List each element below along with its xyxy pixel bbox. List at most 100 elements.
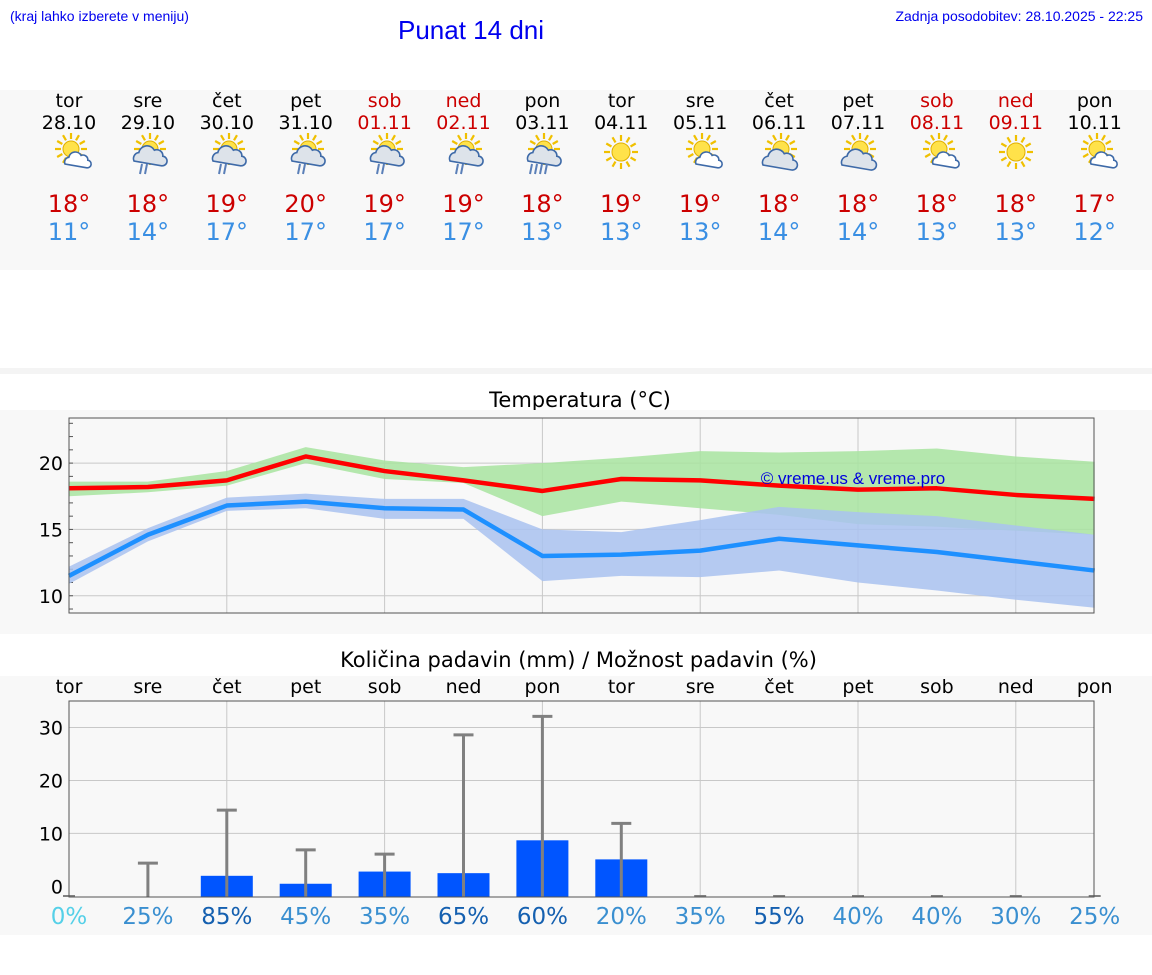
forecast-band: tor 28.10 18° 11° sre 29.10 18° 14° čet 30.10 19° 1…	[0, 90, 1152, 270]
day-date: 28.10	[41, 112, 97, 134]
precip-day-label: pon	[524, 676, 561, 698]
sun-rain-icon	[448, 133, 484, 175]
plot-border	[68, 700, 1095, 898]
temp-low: 17°	[205, 218, 249, 246]
precip-day-label: tor	[55, 676, 83, 698]
temp-chart-title: Temperatura (°C)	[489, 388, 671, 412]
sun-rain-icon	[132, 133, 168, 175]
precip-day-label: sre	[133, 676, 163, 698]
day-date: 06.11	[751, 112, 807, 134]
day-name: pon	[524, 90, 561, 112]
day-date: 29.10	[120, 112, 176, 134]
day-date: 05.11	[672, 112, 728, 134]
divider	[0, 368, 1152, 374]
day-name: sob	[920, 90, 954, 112]
temp-high: 17°	[1073, 190, 1116, 218]
sun-cloud-icon	[55, 133, 92, 169]
page-title: Punat 14 dni	[398, 15, 545, 45]
precip-chance: 35%	[359, 904, 411, 930]
temp-low: 11°	[47, 218, 91, 246]
min-temp-line	[67, 499, 1095, 578]
y-tick-label: 10	[39, 586, 63, 608]
sun-heavy-rain-icon	[527, 133, 563, 175]
day-name: ned	[997, 90, 1034, 112]
day-date: 10.11	[1067, 112, 1122, 134]
temp-low: 12°	[1073, 218, 1116, 246]
temp-high: 18°	[47, 190, 91, 218]
day-name: sre	[685, 90, 715, 112]
temp-high: 19°	[678, 190, 722, 218]
temp-low: 14°	[126, 218, 170, 246]
temp-low: 14°	[757, 218, 801, 246]
sun-icon	[998, 135, 1033, 169]
precip-chance: 30%	[990, 904, 1042, 930]
day-date: 08.11	[909, 112, 965, 134]
max-temp-line	[68, 454, 1095, 502]
location-hint: (kraj lahko izberete v meniju)	[10, 8, 189, 24]
y-tick-label: 30	[39, 717, 63, 739]
day-date: 07.11	[830, 112, 886, 134]
day-name: čet	[764, 90, 794, 112]
plot-area	[69, 701, 1094, 897]
precip-chance: 85%	[201, 904, 253, 930]
precip-day-label: sob	[920, 676, 954, 698]
y-tick-label: 20	[39, 453, 63, 475]
temp-high: 18°	[915, 190, 959, 218]
temp-low: 13°	[915, 218, 959, 246]
day-name: sob	[367, 90, 402, 112]
precip-chance: 35%	[674, 904, 726, 930]
day-name: čet	[212, 90, 242, 112]
sun-cloud-icon	[1080, 133, 1118, 169]
y-tick-label: 20	[39, 770, 63, 792]
watermark: © vreme.us & vreme.pro	[761, 469, 945, 488]
temp-high: 19°	[363, 190, 406, 218]
precip-day-label: pon	[1076, 676, 1113, 698]
precip-day-label: ned	[997, 676, 1034, 698]
precip-chance: 65%	[437, 904, 490, 930]
temp-high: 18°	[757, 190, 801, 218]
last-updated: Zadnja posodobitev: 28.10.2025 - 22:25	[895, 8, 1143, 24]
temp-low: 17°	[284, 218, 327, 246]
precip-chance: 25%	[122, 904, 174, 930]
y-tick-label: 15	[39, 519, 63, 541]
temp-high: 19°	[600, 190, 643, 218]
precip-day-label: pet	[842, 676, 874, 698]
temp-low: 13°	[994, 218, 1038, 246]
day-date: 01.11	[357, 112, 412, 134]
temp-high: 18°	[126, 190, 170, 218]
min-range-band	[69, 493, 1095, 608]
precip-chance: 45%	[280, 904, 332, 930]
temp-high: 20°	[284, 190, 327, 218]
y-tick-label: 0	[51, 876, 63, 898]
precip-day-label: pet	[290, 676, 322, 698]
sun-big-cloud-icon	[761, 133, 799, 171]
plot-border	[68, 417, 1095, 614]
precip-day-label: ned	[445, 676, 482, 698]
precip-chance: 20%	[595, 904, 647, 930]
day-date: 09.11	[988, 112, 1043, 134]
precip-day-label: sob	[367, 676, 402, 698]
precip-chance: 55%	[753, 904, 805, 930]
precip-chance: 0%	[50, 904, 88, 930]
day-name: ned	[445, 90, 482, 112]
precip-chance: 25%	[1069, 904, 1121, 930]
day-date: 02.11	[436, 112, 491, 134]
precip-chance: 40%	[911, 904, 963, 930]
day-name: tor	[55, 90, 83, 112]
sun-rain-icon	[290, 133, 326, 175]
temp-high: 18°	[994, 190, 1038, 218]
temp-low: 13°	[600, 218, 643, 246]
day-name: pon	[1076, 90, 1113, 112]
sun-cloud-icon	[686, 133, 724, 169]
sun-cloud-icon	[922, 133, 960, 169]
precip-chance: 40%	[832, 904, 884, 930]
day-date: 31.10	[278, 112, 333, 134]
day-name: sre	[133, 90, 163, 112]
temp-low: 17°	[363, 218, 406, 246]
day-date: 30.10	[199, 112, 254, 134]
sun-rain-icon	[369, 133, 405, 175]
temp-low: 17°	[442, 218, 485, 246]
y-tick-label: 10	[39, 823, 63, 845]
